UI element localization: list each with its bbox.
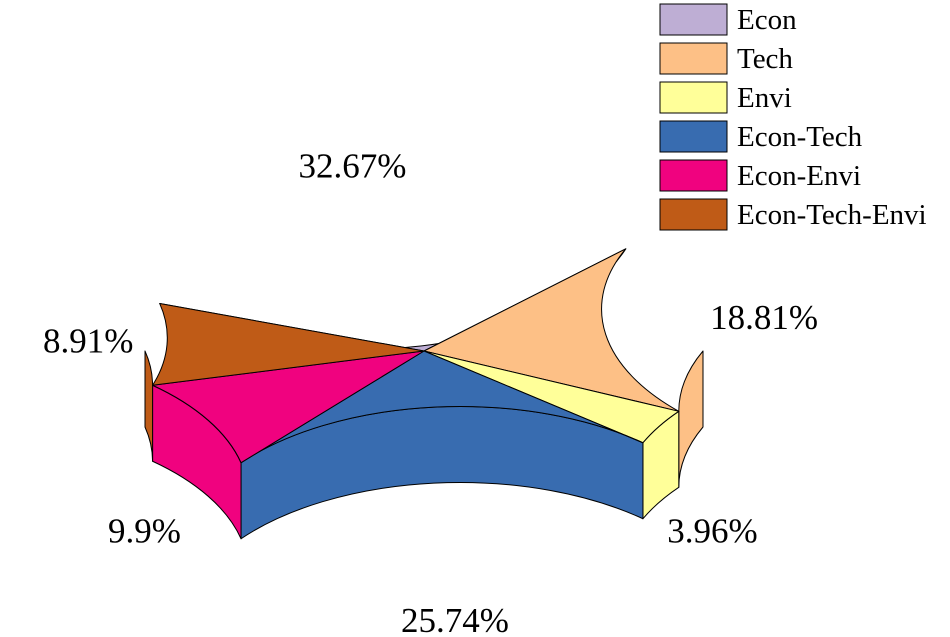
pie-side-econ-tech-envi: [144, 350, 154, 462]
slice-label-econ: 32.67%: [298, 146, 406, 185]
legend: Econ Tech Envi Econ-Tech Econ-Envi Econ-Tech-…: [659, 3, 927, 231]
legend-label-tech: Tech: [737, 43, 793, 75]
legend-label-econ-tech: Econ-Tech: [737, 121, 863, 153]
legend-label-econ-envi: Econ-Envi: [737, 160, 861, 192]
pie-slice-econ-envi: [152, 350, 425, 464]
pie-slice-econ-tech-envi: [152, 303, 425, 386]
pie-slice-tech: [423, 248, 680, 412]
slice-label-tech: 18.81%: [710, 298, 818, 337]
legend-label-econ: Econ: [737, 4, 797, 36]
legend-swatch-tech: [659, 42, 728, 75]
pie-sides: [144, 350, 704, 540]
legend-swatch-econ: [659, 3, 728, 36]
pie-tops: [152, 248, 680, 464]
legend-label-envi: Envi: [737, 82, 792, 114]
legend-swatch-envi: [659, 81, 728, 114]
slice-label-econ-tech-envi: 8.91%: [43, 321, 133, 360]
legend-swatch-econ-tech: [659, 120, 728, 153]
slice-label-envi: 3.96%: [667, 511, 757, 550]
legend-swatch-econ-tech-envi: [659, 198, 728, 231]
slice-label-econ-envi: 9.9%: [108, 511, 181, 550]
slice-labels: 32.67% 18.81% 3.96% 25.74% 9.9% 8.91%: [43, 146, 818, 637]
legend-swatch-econ-envi: [659, 159, 728, 192]
slice-label-econ-tech: 25.74%: [401, 601, 509, 637]
pie-side-tech: [678, 350, 704, 488]
legend-label-econ-tech-envi: Econ-Tech-Envi: [737, 199, 927, 231]
pie-slice-econ-tech: [240, 350, 644, 464]
